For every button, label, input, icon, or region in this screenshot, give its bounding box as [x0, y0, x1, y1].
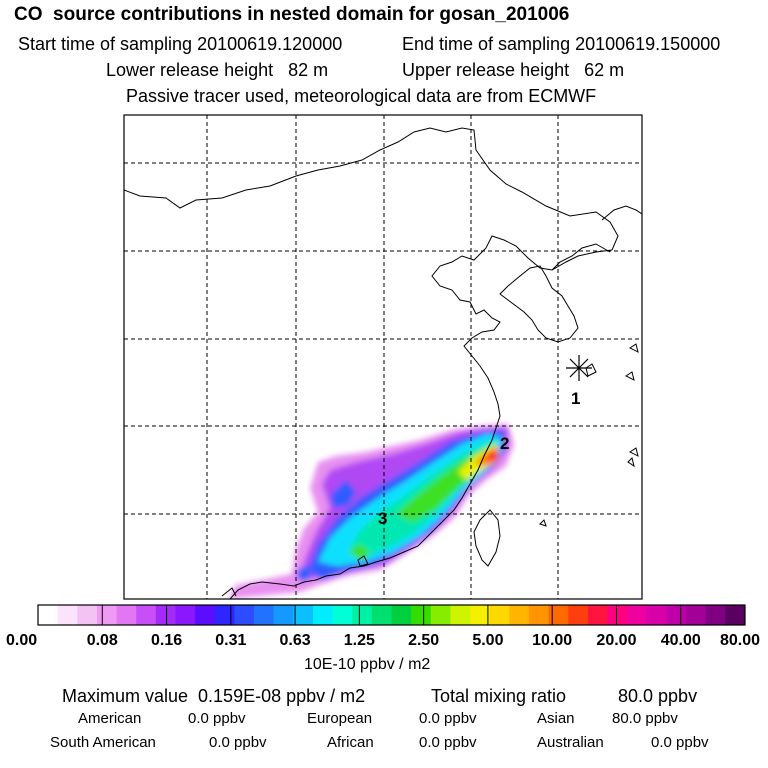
colorbar-cell — [725, 605, 746, 625]
colorbar-cell — [528, 605, 550, 625]
region-value-american: 0.0 ppbv — [188, 710, 246, 727]
colorbar-cell — [312, 605, 334, 625]
colorbar-cell — [175, 605, 196, 625]
colorbar-tick-label: 0.31 — [215, 632, 246, 649]
colorbar-cell — [234, 605, 255, 625]
colorbar-cell — [548, 605, 569, 625]
upper-height-label: Upper release height 62 m — [402, 60, 625, 80]
colorbar-cell — [254, 605, 275, 625]
colorbar-tick-label: 10.00 — [532, 632, 572, 649]
colorbar-cell — [705, 605, 726, 625]
colorbar-cell — [627, 605, 648, 625]
total-mixing-label: Total mixing ratio — [431, 686, 567, 706]
chart-title: CO source contributions in nested domain… — [14, 4, 570, 25]
receptor-star-icon — [566, 355, 592, 381]
colorbar-cell — [509, 605, 530, 625]
colorbar-cell — [587, 605, 609, 625]
colorbar-cell — [371, 605, 392, 625]
colorbar-cell — [450, 605, 471, 625]
colorbar-cell — [686, 605, 707, 625]
colorbar-cell — [411, 605, 432, 625]
colorbar-cell — [116, 605, 137, 625]
colorbar-tick-label: 20.00 — [596, 632, 636, 649]
colorbar-tick-label: 1.25 — [344, 632, 375, 649]
region-value-australian: 0.0 ppbv — [651, 734, 709, 751]
colorbar-tick-label: 80.00 — [720, 632, 760, 649]
colorbar-cell — [489, 605, 510, 625]
region-value-african: 0.0 ppbv — [419, 734, 477, 751]
colorbar-tick-label: 5.00 — [472, 632, 503, 649]
colorbar-tick-label: 40.00 — [661, 632, 701, 649]
colorbar-cell — [38, 605, 59, 625]
total-mixing-value: 80.0 ppbv — [618, 686, 698, 706]
colorbar-unit: 10E-10 ppbv / m2 — [304, 656, 431, 673]
region-name-european: European — [307, 710, 373, 727]
region-name-african: African — [327, 734, 374, 751]
coastlines — [124, 127, 642, 599]
concentration-plume — [228, 424, 514, 599]
region-name-australian: Australian — [537, 734, 604, 751]
colorbar-cell — [136, 605, 157, 625]
region-value-european: 0.0 ppbv — [419, 710, 477, 727]
colorbar-cells — [38, 605, 746, 625]
colorbar-cell — [293, 605, 314, 625]
max-value-label: Maximum value 0.159E-08 ppbv / m2 — [62, 686, 366, 706]
marker-label-1: 1 — [571, 389, 580, 408]
colorbar-cell — [568, 605, 589, 625]
colorbar-tick-label: 0.16 — [151, 632, 182, 649]
region-name-south-american: South American — [50, 734, 156, 751]
colorbar-cell — [155, 605, 176, 625]
colorbar-cell — [214, 605, 235, 625]
graticule — [124, 115, 642, 599]
tracer-note: Passive tracer used, meteorological data… — [126, 86, 597, 106]
colorbar-tick-label: 2.50 — [408, 632, 439, 649]
colorbar-cell — [77, 605, 98, 625]
region-name-asian: Asian — [537, 710, 575, 727]
marker-label-2: 2 — [500, 434, 509, 453]
colorbar-tick-label: 0.00 — [6, 632, 37, 649]
colorbar-cell — [430, 605, 451, 625]
colorbar-cell — [195, 605, 216, 625]
colorbar-cell — [273, 605, 294, 625]
colorbar-cell — [666, 605, 687, 625]
colorbar-cell — [57, 605, 78, 625]
end-time-label: End time of sampling 20100619.150000 — [402, 34, 721, 54]
lower-height-label: Lower release height 82 m — [106, 60, 329, 80]
colorbar-cell — [96, 605, 118, 625]
colorbar-tick-label: 0.08 — [87, 632, 118, 649]
region-value-asian: 80.0 ppbv — [612, 710, 678, 727]
region-name-american: American — [78, 710, 142, 727]
colorbar-cell — [607, 605, 628, 625]
region-value-south-american: 0.0 ppbv — [209, 734, 267, 751]
colorbar-ticks: 0.00 0.08 0.16 0.31 0.63 1.25 2.50 5.00 10.00 20.… — [6, 605, 760, 649]
colorbar-tick-label: 0.63 — [280, 632, 311, 649]
colorbar-cell — [646, 605, 667, 625]
colorbar-cell — [470, 605, 491, 625]
start-time-label: Start time of sampling 20100619.120000 — [18, 34, 343, 54]
colorbar-cell — [391, 605, 412, 625]
marker-label-3: 3 — [378, 509, 387, 528]
colorbar-cell — [352, 605, 373, 625]
colorbar-cell — [332, 605, 353, 625]
